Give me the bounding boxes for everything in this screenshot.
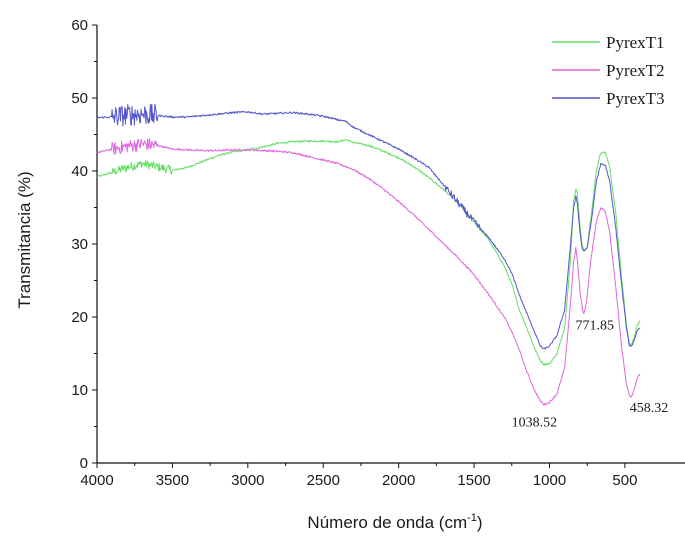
x-tick-label: 1000 <box>533 472 566 489</box>
series-layer <box>96 103 641 406</box>
series-line-pyrext3 <box>97 103 641 350</box>
x-axis-title: Número de onda (cm-1) <box>307 512 482 532</box>
x-tick-label: 4000 <box>80 472 113 489</box>
x-axis-title-sup: -1 <box>467 512 477 524</box>
y-tick-label: 10 <box>71 382 88 399</box>
y-tick-label: 40 <box>71 163 88 180</box>
y-tick-label: 30 <box>71 236 88 253</box>
peak-annotation: 458.32 <box>630 401 669 416</box>
legend-label-pyrext3: PyrexT3 <box>606 89 665 108</box>
legend-label-pyrext2: PyrexT2 <box>606 61 665 80</box>
y-tick-label: 0 <box>80 455 88 472</box>
legend: PyrexT1 PyrexT2 PyrexT3 <box>552 33 665 108</box>
x-tick-label: 1500 <box>457 472 490 489</box>
y-tick-label: 60 <box>71 17 88 34</box>
x-tick-label: 2500 <box>307 472 340 489</box>
annotations: 771.85 1038.52 458.32 <box>512 318 669 430</box>
axes: 0 10 20 30 40 50 60 4000 3500 3000 2500 2000 1500 100… <box>71 17 685 489</box>
legend-label-pyrext1: PyrexT1 <box>606 33 665 52</box>
peak-annotation: 1038.52 <box>512 416 558 431</box>
y-tick-label: 20 <box>71 309 88 326</box>
x-axis-title-main: Número de onda (cm <box>307 513 467 532</box>
series-line-pyrext1 <box>96 139 641 366</box>
x-tick-label: 2000 <box>382 472 415 489</box>
peak-annotation: 771.85 <box>576 318 615 333</box>
y-tick-label: 50 <box>71 90 88 107</box>
x-tick-label: 3000 <box>231 472 264 489</box>
x-tick-label: 500 <box>612 472 637 489</box>
y-axis-title: Transmitancia (%) <box>15 171 34 308</box>
x-tick-label: 3500 <box>156 472 189 489</box>
x-axis-title-end: ) <box>477 513 483 532</box>
series-line-pyrext2 <box>96 138 641 406</box>
